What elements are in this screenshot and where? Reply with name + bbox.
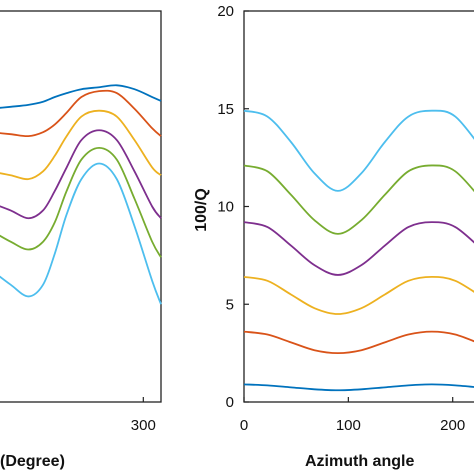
left-xtick-label-1: 300	[131, 417, 156, 434]
right-series-group	[243, 109, 474, 392]
right-xticks: 0 100 200	[240, 397, 465, 434]
left-xticks: 300	[131, 397, 156, 434]
right-x-axis-label: Azimuth angle	[305, 453, 414, 470]
right-panel: 0 5 10 15 20 0 100 200 100/Q Azimuth angle	[193, 3, 474, 470]
right-series-line-3	[243, 275, 474, 315]
left-x-axis-label: (Degree)	[0, 453, 65, 470]
right-ytick-label-3: 10	[217, 199, 234, 216]
left-plot-frame	[0, 10, 162, 403]
right-ytick-label-5: 20	[217, 3, 234, 20]
right-xtick-label-2: 100	[336, 417, 361, 434]
left-series-line-6	[0, 162, 162, 305]
right-series-line-1	[243, 383, 474, 392]
right-ytick-label-1: 0	[226, 394, 234, 411]
left-panel: 300 (Degree)	[0, 10, 162, 470]
left-series-group	[0, 84, 162, 305]
right-plot-frame	[243, 10, 474, 403]
right-ytick-label-4: 15	[217, 101, 234, 118]
right-xtick-label-1: 0	[240, 417, 248, 434]
left-series-line-4	[0, 129, 162, 220]
right-y-axis-label: 100/Q	[193, 188, 210, 232]
left-series-line-3	[0, 109, 162, 181]
left-series-line-2	[0, 89, 162, 138]
right-series-line-5	[243, 164, 474, 235]
right-series-line-6	[243, 109, 474, 192]
left-series-line-5	[0, 146, 162, 258]
right-series-line-2	[243, 330, 474, 355]
left-series-line-1	[0, 84, 162, 109]
right-ytick-label-2: 5	[226, 296, 234, 313]
right-xtick-label-3: 200	[440, 417, 465, 434]
right-yticks: 0 5 10 15 20	[217, 3, 249, 411]
right-series-line-4	[243, 221, 474, 276]
